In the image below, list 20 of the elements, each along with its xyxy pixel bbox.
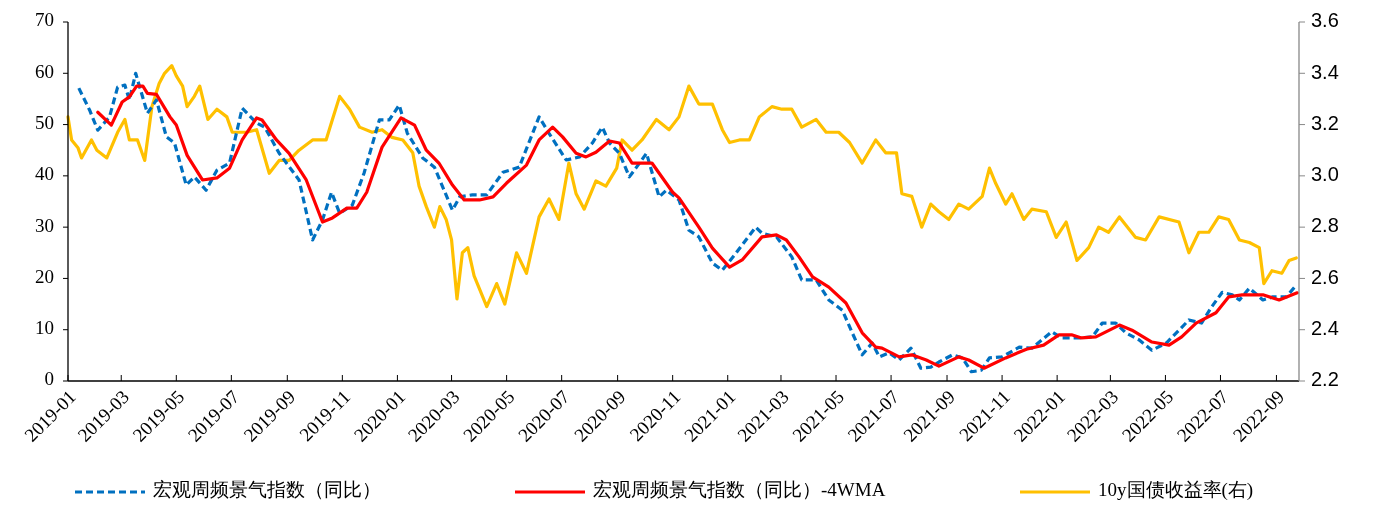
y-tick-label: 70 — [35, 9, 54, 31]
legend-label: 宏观周频景气指数（同比） — [153, 479, 381, 501]
y-tick-label: 0 — [44, 368, 54, 390]
y2-tick-label: 3.6 — [1311, 9, 1339, 32]
y2-tick-label: 3.2 — [1311, 111, 1339, 134]
line-series — [66, 63, 1298, 309]
legend-label: 10y国债收益率(右) — [1098, 479, 1254, 502]
y-tick-label: 50 — [35, 111, 54, 133]
y-tick-label: 40 — [35, 163, 54, 185]
y-tick-label: 30 — [35, 214, 54, 236]
y-tick-label: 60 — [35, 60, 54, 82]
legend-label: 宏观周频景气指数（同比）-4WMA — [593, 479, 886, 501]
y2-tick-label: 2.6 — [1311, 265, 1339, 288]
y-tick-label: 20 — [35, 265, 54, 287]
y2-tick-label: 2.2 — [1311, 368, 1339, 391]
y2-tick-label: 2.8 — [1311, 214, 1339, 237]
y2-tick-label: 3.0 — [1311, 163, 1339, 186]
y2-tick-label: 3.4 — [1311, 60, 1339, 83]
y-tick-label: 10 — [35, 317, 54, 339]
y2-tick-label: 2.4 — [1311, 317, 1339, 339]
